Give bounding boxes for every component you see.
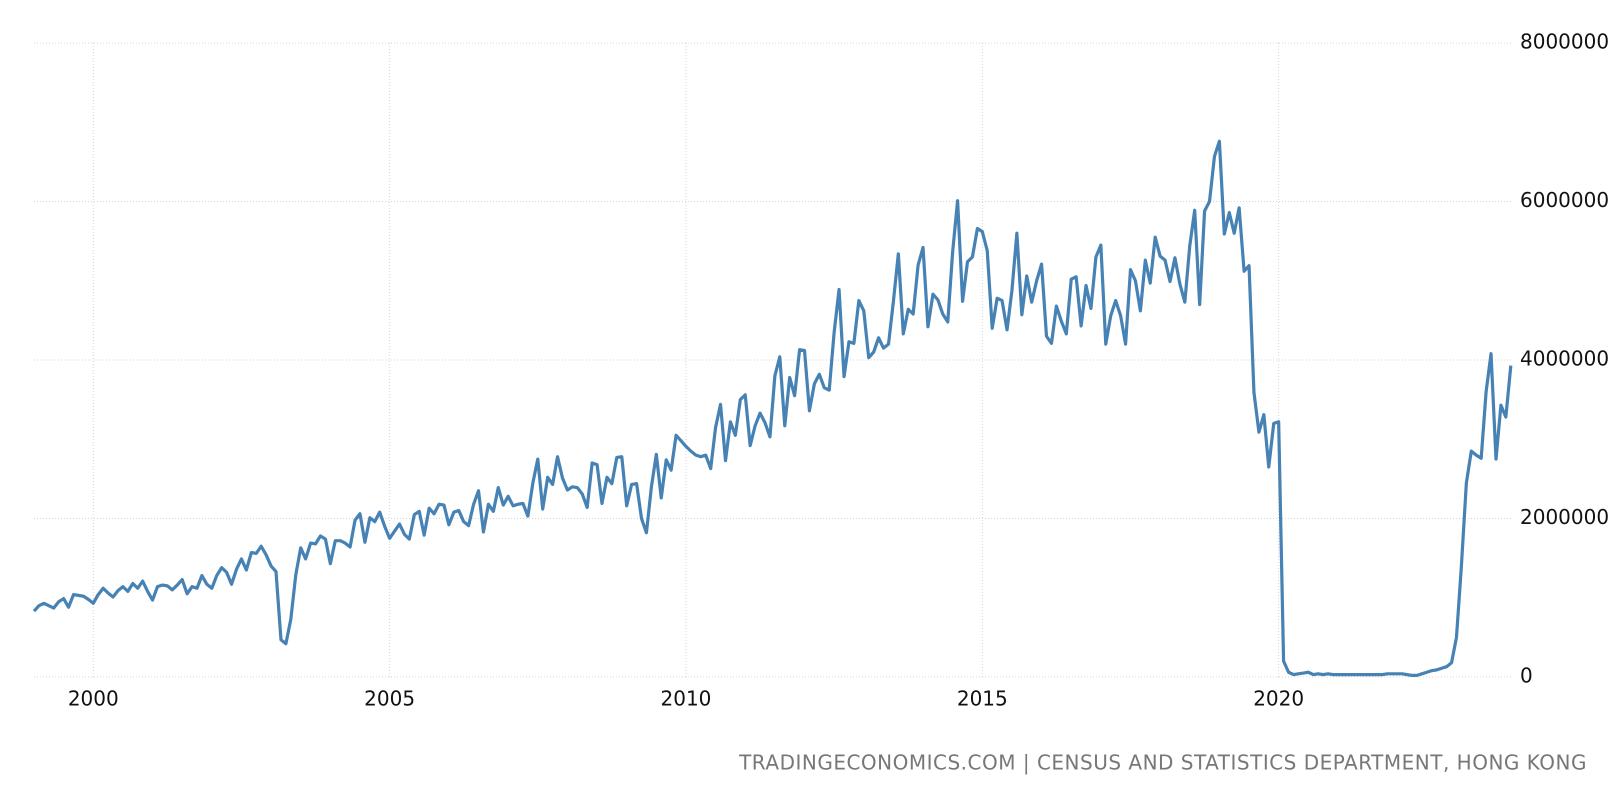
y-tick-label: 8000000 (1520, 30, 1609, 54)
y-tick-label: 2000000 (1520, 505, 1609, 529)
source: TRADINGECONOMICS.COM | CENSUS AND STATIS… (738, 751, 1587, 775)
x-tick-label: 2005 (364, 687, 415, 711)
y-tick-label: 0 (1520, 664, 1533, 688)
x-tick-label: 2000 (68, 687, 119, 711)
x-tick-label: 2010 (661, 687, 712, 711)
x-tick-label: 2020 (1253, 687, 1304, 711)
x-tick-label: 2015 (957, 687, 1008, 711)
data-line (32, 139, 1513, 678)
y-tick-label: 6000000 (1520, 188, 1609, 212)
y-tick-label: 4000000 (1520, 347, 1609, 371)
